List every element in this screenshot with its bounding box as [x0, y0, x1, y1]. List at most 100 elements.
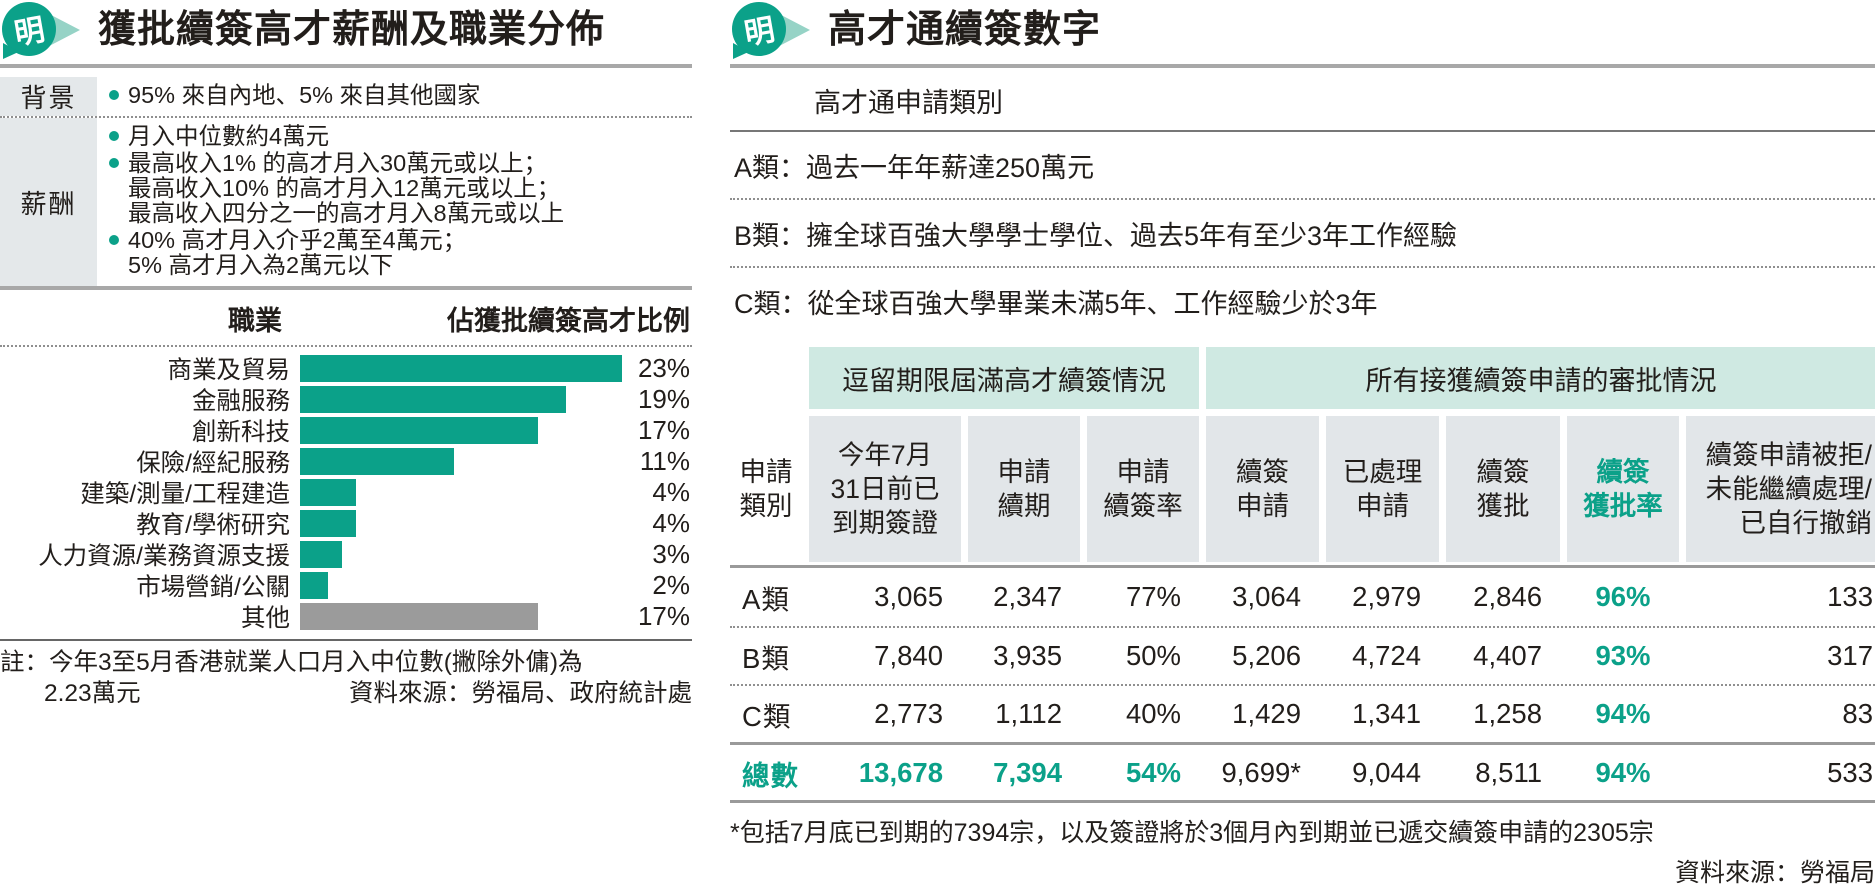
info-row-content: 月入中位數約4萬元 最高收入1% 的高才月入30萬元或以上； 最高收入10% 的高才…: [97, 118, 692, 286]
table-col-header: 申請 續期: [968, 416, 1080, 562]
table-cell-category: B類: [742, 643, 790, 674]
table-cell-category: 總數: [742, 759, 799, 791]
table-cell: 4,407: [1473, 640, 1542, 671]
table-col-header-text: 今年7月 31日前已 到期簽證: [830, 440, 940, 538]
chart-occupation-header: 職業: [228, 306, 282, 336]
chart-row: 建築/測量/工程建造 4%: [0, 477, 692, 508]
table-cell: 7,840: [874, 640, 943, 671]
logo-character: 明: [11, 13, 48, 52]
bar-label: 創新科技: [192, 419, 290, 446]
table-body: A類 3,065 2,347 77% 3,064 2,979 2,846 96% 133 B類 7,…: [730, 568, 1875, 800]
bar: [300, 510, 356, 537]
table-col-header-text: 申請 續簽率: [1103, 457, 1183, 521]
bar-value: 4%: [652, 508, 690, 538]
bar: [300, 386, 566, 413]
table-cell: 1,429: [1232, 698, 1301, 729]
infographic: 明 獲批續簽高才薪酬及職業分佈 背景 95% 來自內地、5% 來自其他國家 薪酬 月入…: [0, 0, 1875, 791]
logo-bubble-icon: [2, 2, 56, 56]
bar-label: 人力資源/業務資源支援: [38, 543, 290, 570]
table-cell: 83: [1842, 698, 1873, 729]
table-col-header-text: 續簽申請被拒/未能繼續處理/已自行撤銷: [1705, 440, 1872, 538]
table-col-header: 今年7月 31日前已 到期簽證: [809, 416, 961, 562]
bullet-text: 40% 高才月入介乎2萬至4萬元； 5% 高才月入為2萬元以下: [128, 227, 467, 278]
bar: [300, 355, 622, 382]
bullet-text: 月入中位數約4萬元: [128, 123, 330, 149]
bar: [300, 448, 454, 475]
info-table: 背景 95% 來自內地、5% 來自其他國家 薪酬 月入中位數約4萬元 最高收入1% 的高…: [0, 77, 692, 290]
table-total-row: 總數 13,678 7,394 54% 9,699* 9,044 8,511 94% 533: [730, 742, 1875, 800]
info-row-label: 薪酬: [0, 118, 97, 286]
bullet-text: 最高收入1% 的高才月入30萬元或以上； 最高收入10% 的高才月入12萬元或以上…: [128, 150, 565, 226]
table-cell: 3,064: [1232, 581, 1301, 612]
bullet-item: 最高收入1% 的高才月入30萬元或以上； 最高收入10% 的高才月入12萬元或以上…: [109, 150, 692, 227]
category-label: A類：: [734, 153, 807, 183]
table-cell: 5,206: [1232, 640, 1301, 671]
chart-row: 創新科技 17%: [0, 415, 692, 446]
table-cell: 77%: [1125, 581, 1181, 612]
table-col-header-text: 續簽 獲批率: [1583, 457, 1663, 521]
category-section-title: 高才通申請類別: [730, 68, 1875, 132]
table-cell: 1,341: [1352, 698, 1421, 729]
bar-value: 3%: [652, 539, 690, 569]
mingpao-logo: 明: [2, 2, 82, 58]
category-list: A類： 過去一年年薪達250萬元 B類： 擁全球百強大學學士學位、過去5年有至少3年工…: [730, 132, 1875, 334]
table-cell-category: C類: [742, 701, 792, 732]
table-cell-category: A類: [742, 584, 790, 615]
table-footnote: *包括7月底已到期的7394宗，以及簽證將於3個月內到期並已遞交續簽申請的230…: [730, 819, 1654, 847]
table-header: 逗留期限屆滿高才續簽情況 所有接獲續簽申請的審批情況 申請 類別 今年7月 31日前已 到期…: [730, 347, 1875, 562]
logo-character: 明: [741, 13, 778, 52]
bullet-text: 95% 來自內地、5% 來自其他國家: [128, 82, 481, 108]
right-source: 資料來源：勞福局: [1674, 859, 1875, 887]
bar-value: 2%: [652, 570, 690, 600]
bar-chart: 商業及貿易 23% 金融服務 19% 創新科技 17% 保險/經紀服務 11% 建築/測量/工程…: [0, 347, 692, 639]
table-group-header: 逗留期限屆滿高才續簽情況: [809, 347, 1199, 409]
table-cell: 9,699*: [1221, 756, 1301, 788]
table-header-rule: [730, 565, 1875, 568]
bar-label: 其他: [241, 605, 290, 632]
bar-value: 19%: [637, 384, 690, 414]
chart-header: 職業 佔獲批續簽高才比例: [0, 290, 692, 347]
table-cell: 93%: [1595, 640, 1651, 671]
table-cell: 2,773: [874, 698, 943, 729]
footnote-line1: 註：今年3至5月香港就業人口月入中位數(撇除外傭)為: [0, 649, 583, 676]
table-cell: 2,347: [993, 581, 1062, 612]
category-row: A類： 過去一年年薪達250萬元: [730, 132, 1875, 198]
bar: [300, 603, 538, 630]
chart-row: 商業及貿易 23%: [0, 353, 692, 384]
bullet-dot-icon: [109, 131, 119, 141]
table-row: C類 2,773 1,112 40% 1,429 1,341 1,258 94% 83: [730, 684, 1875, 742]
table-cell: 3,065: [874, 581, 943, 612]
right-panel-title: 高才通續簽數字: [828, 9, 1102, 51]
right-panel-header: 明 高才通續簽數字: [730, 0, 1875, 68]
left-source: 資料來源：勞福局、政府統計處: [349, 680, 692, 707]
category-row: C類： 從全球百強大學畢業未滿5年、工作經驗少於3年: [730, 266, 1875, 334]
chart-row: 保險/經紀服務 11%: [0, 446, 692, 477]
table-cell: 8,511: [1475, 756, 1542, 788]
table-cell: 94%: [1595, 756, 1651, 788]
info-row: 薪酬 月入中位數約4萬元 最高收入1% 的高才月入30萬元或以上； 最高收入10% 的…: [0, 116, 692, 286]
bar-label: 商業及貿易: [167, 357, 291, 384]
table-cell: 40%: [1125, 698, 1181, 729]
category-row: B類： 擁全球百強大學學士學位、過去5年有至少3年工作經驗: [730, 198, 1875, 266]
table-cell: 54%: [1125, 756, 1181, 788]
bullet-item: 40% 高才月入介乎2萬至4萬元； 5% 高才月入為2萬元以下: [109, 227, 692, 279]
footnote-line2-value: 2.23萬元: [44, 680, 141, 707]
chart-row: 人力資源/業務資源支援 3%: [0, 539, 692, 570]
table-cell: 317: [1827, 640, 1873, 671]
left-panel: 明 獲批續簽高才薪酬及職業分佈 背景 95% 來自內地、5% 來自其他國家 薪酬 月入…: [0, 0, 692, 791]
category-desc: 從全球百強大學畢業未滿5年、工作經驗少於3年: [807, 289, 1378, 319]
table-cell: 1,112: [995, 698, 1062, 729]
bar: [300, 572, 328, 599]
left-panel-header: 明 獲批續簽高才薪酬及職業分佈: [0, 0, 692, 68]
left-panel-title: 獲批續簽高才薪酬及職業分佈: [98, 9, 606, 51]
bar-value: 4%: [652, 477, 690, 507]
table-col-header-text: 已處理 申請: [1342, 457, 1423, 521]
table-col-header-text: 續簽 申請: [1236, 457, 1289, 521]
bar: [300, 479, 356, 506]
bar-value: 17%: [637, 415, 690, 445]
bar: [300, 417, 538, 444]
table-row: B類 7,840 3,935 50% 5,206 4,724 4,407 93% 317: [730, 626, 1875, 684]
table-col-header: 續簽申請被拒/未能繼續處理/已自行撤銷: [1686, 416, 1875, 562]
mingpao-logo: 明: [732, 2, 812, 58]
table-cell: 94%: [1595, 698, 1651, 729]
